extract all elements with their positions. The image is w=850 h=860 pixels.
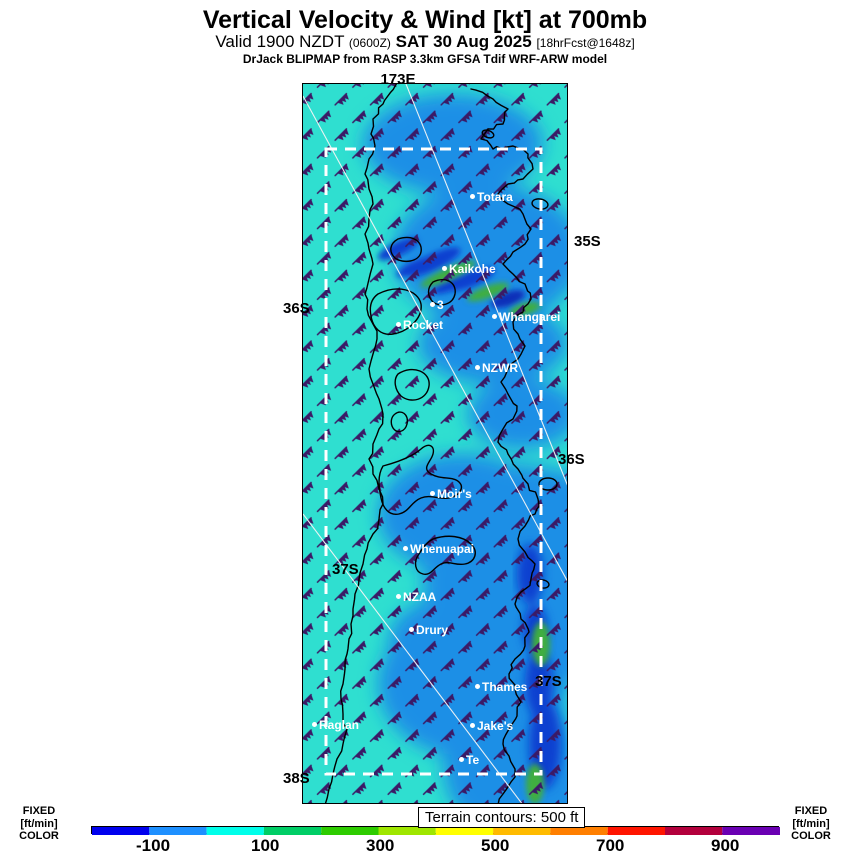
svg-text:37S: 37S: [332, 561, 359, 578]
svg-text:37S: 37S: [535, 673, 562, 690]
